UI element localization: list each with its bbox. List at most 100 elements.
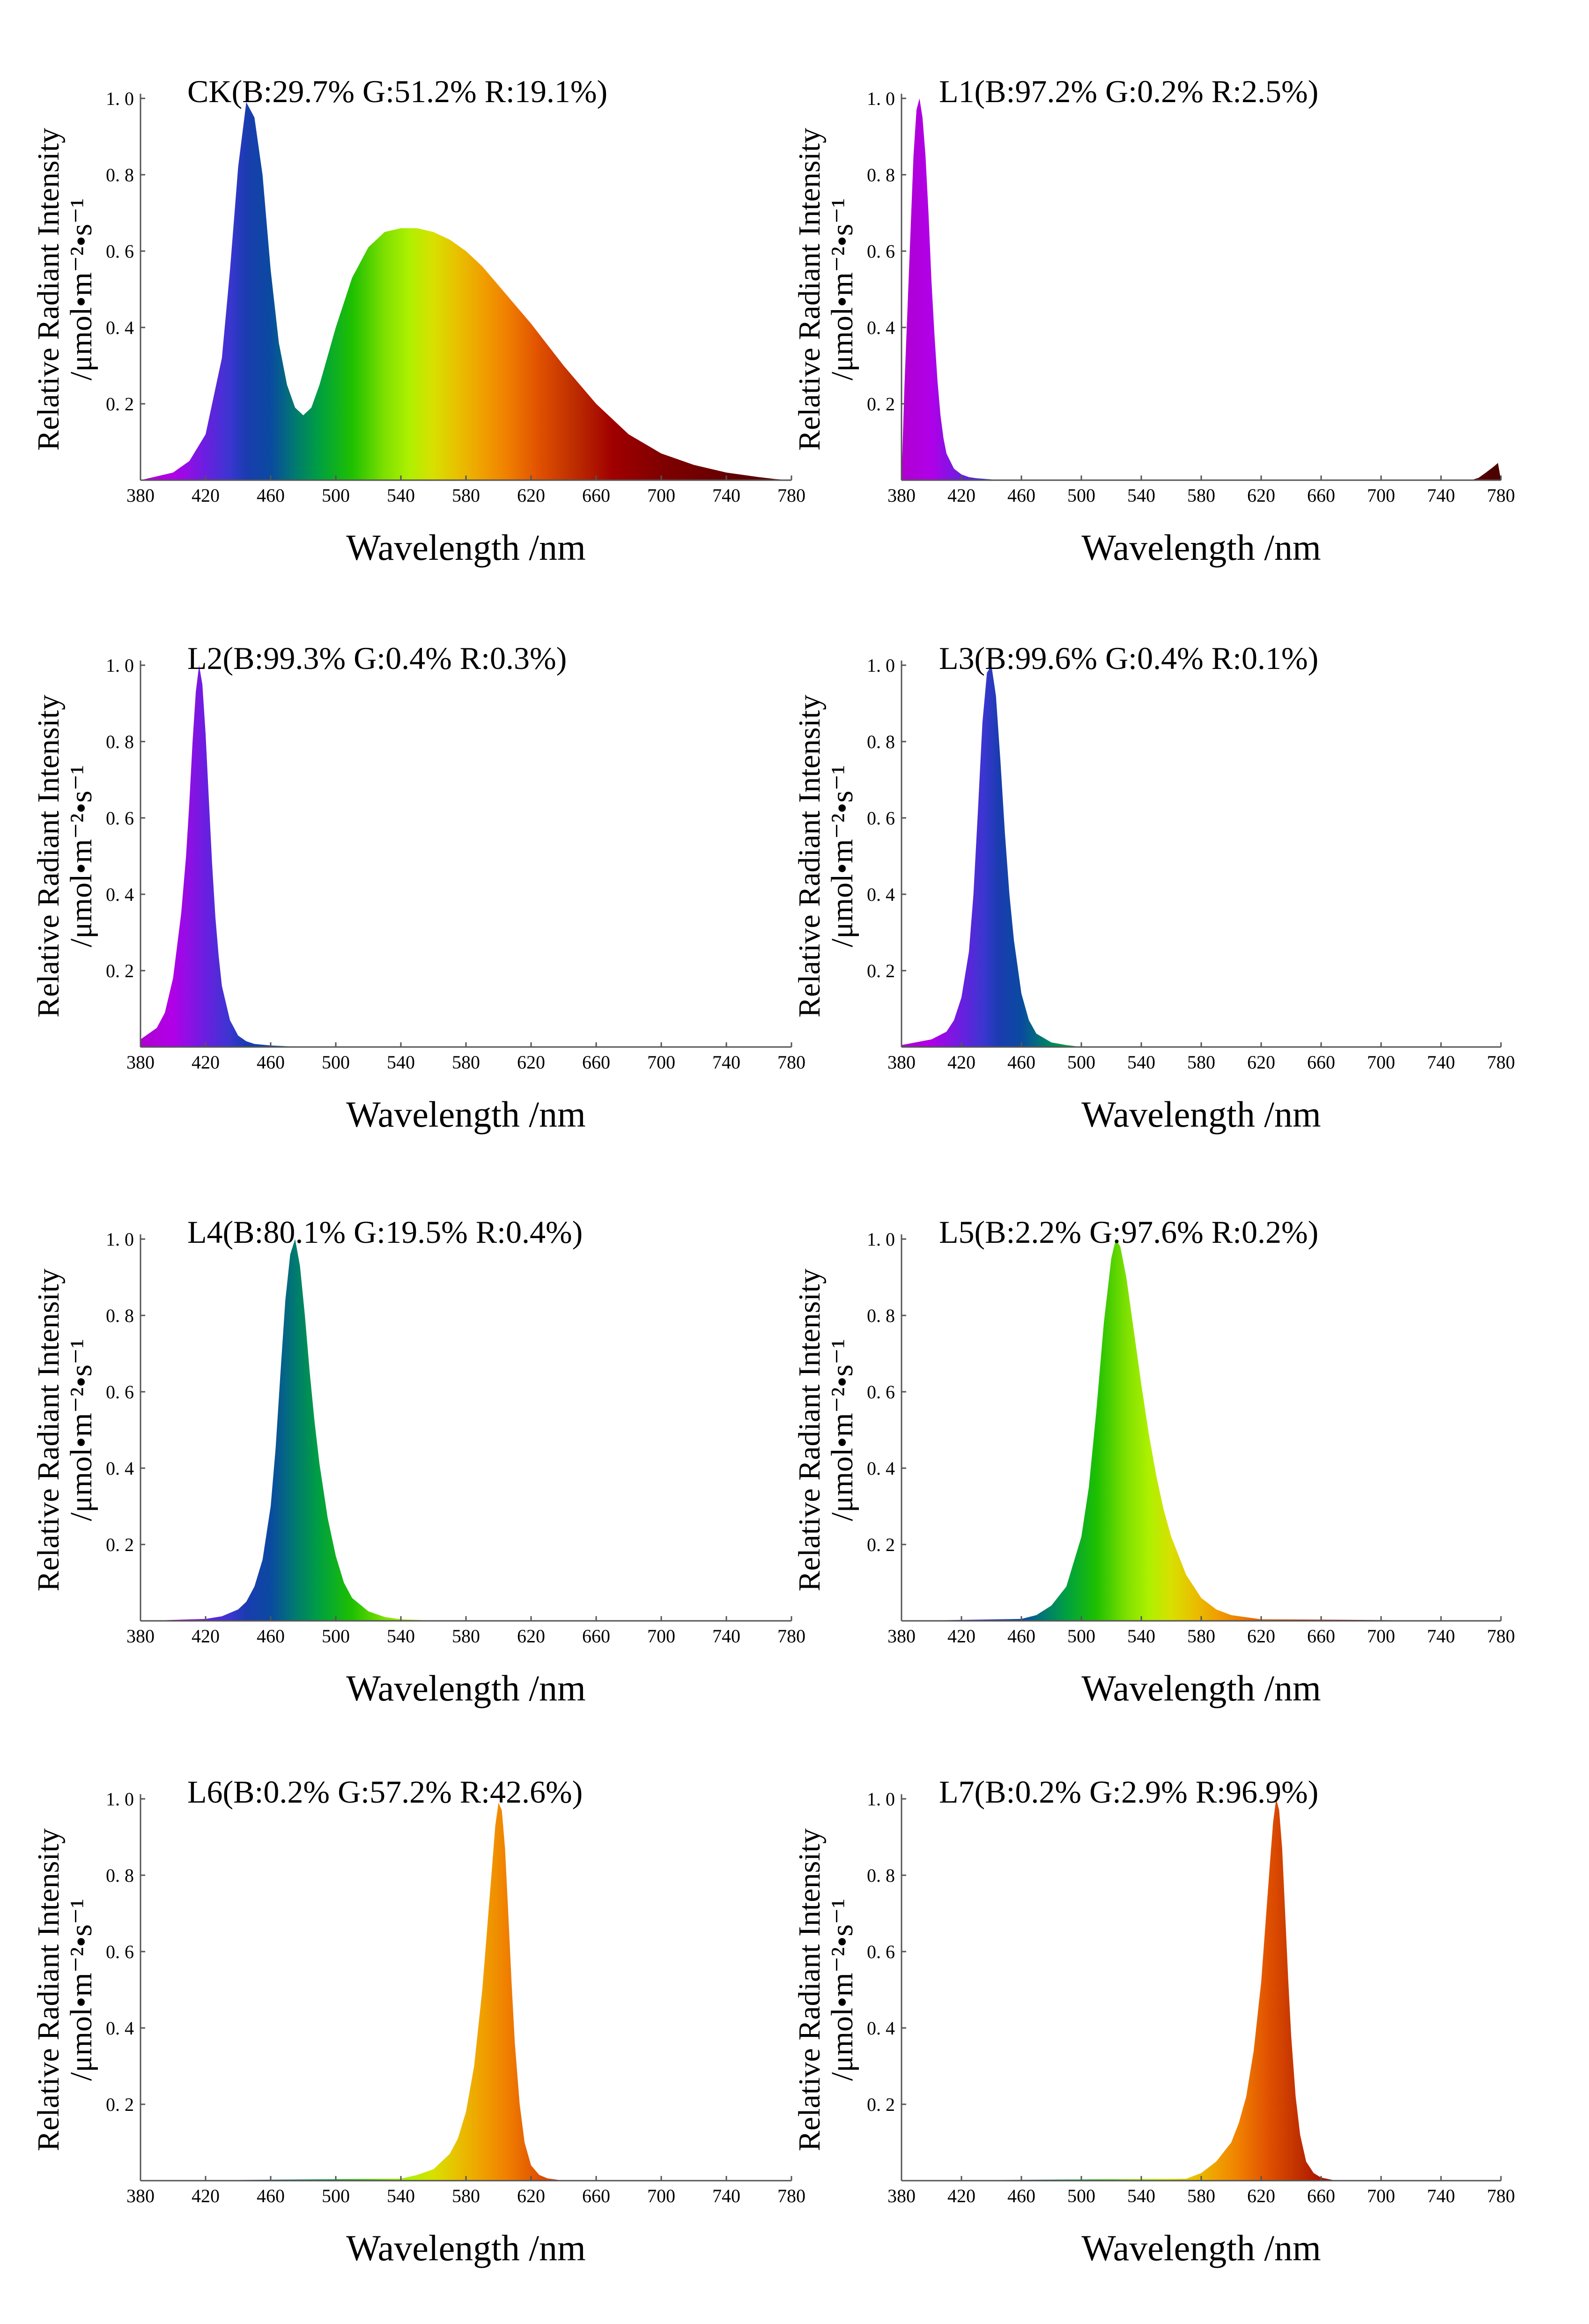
y-tick-label-L4-2: 0. 6	[106, 1381, 134, 1403]
x-tick-label-L4-700: 700	[647, 1626, 675, 1647]
y-tick-label-L3-2: 0. 6	[867, 808, 895, 829]
y-tick-label-L2-0: 0. 2	[106, 960, 134, 981]
chart-L6: 380 420 460 500 540 580 620 660 700 740 780 0. 2 0. …	[31, 1774, 806, 2268]
x-tick-label-L5-580: 580	[1187, 1626, 1215, 1647]
x-tick-label-L5-500: 500	[1067, 1626, 1095, 1647]
x-tick-label-L7-740: 740	[1427, 2185, 1455, 2206]
x-tick-label-L4-620: 620	[517, 1626, 545, 1647]
x-tick-label-L5-460: 460	[1007, 1626, 1035, 1647]
x-tick-label-L2-620: 620	[517, 1052, 545, 1073]
y-tick-label-L1-1: 0. 4	[867, 317, 895, 338]
chart-CK: 380 420 460 500 540 580 620 660 700 740 780 0. 2 0. …	[31, 74, 806, 568]
y-axis-title-L4: Relative Radiant Intensity	[31, 1269, 66, 1591]
x-tick-label-L2-580: 580	[452, 1052, 480, 1073]
x-tick-label-L1-700: 700	[1367, 485, 1395, 506]
x-tick-label-L6-380: 380	[126, 2185, 155, 2206]
spectrum-area-CK	[140, 102, 791, 481]
y-tick-label-L5-2: 0. 6	[867, 1381, 895, 1403]
x-tick-label-L6-540: 540	[387, 2185, 415, 2206]
y-tick-label-CK-1: 0. 4	[106, 317, 134, 338]
x-axis-title-L3: Wavelength /nm	[1081, 1094, 1321, 1135]
x-axis-title-L5: Wavelength /nm	[1081, 1668, 1321, 1708]
y-axis-title-L2: Relative Radiant Intensity	[31, 695, 66, 1017]
y-tick-label-L1-2: 0. 6	[867, 241, 895, 262]
y-tick-label-L7-2: 0. 6	[867, 1941, 895, 1962]
y-tick-label-CK-4: 1. 0	[106, 88, 134, 109]
y-axis-unit-L5: /μmol•m⁻²•s⁻¹	[825, 1339, 859, 1521]
x-tick-label-L2-780: 780	[777, 1052, 806, 1073]
y-tick-label-L7-0: 0. 2	[867, 2094, 895, 2115]
x-tick-label-L4-780: 780	[777, 1626, 806, 1647]
y-tick-label-L5-4: 1. 0	[867, 1229, 895, 1250]
y-axis-unit-L2: /μmol•m⁻²•s⁻¹	[64, 765, 98, 947]
spectrum-area-L4	[140, 1239, 791, 1621]
x-tick-label-L4-540: 540	[387, 1626, 415, 1647]
y-axis-title-L7: Relative Radiant Intensity	[792, 1828, 827, 2151]
x-tick-label-L4-500: 500	[322, 1626, 350, 1647]
x-tick-label-L7-700: 700	[1367, 2185, 1395, 2206]
x-tick-label-L1-460: 460	[1007, 485, 1035, 506]
x-tick-label-L2-460: 460	[257, 1052, 285, 1073]
x-tick-label-L3-420: 420	[947, 1052, 976, 1073]
y-axis-title-L3: Relative Radiant Intensity	[792, 695, 827, 1017]
x-tick-label-L6-660: 660	[582, 2185, 610, 2206]
x-tick-label-CK-580: 580	[452, 485, 480, 506]
x-axis-title-L7: Wavelength /nm	[1081, 2227, 1321, 2268]
x-axis-title-L6: Wavelength /nm	[346, 2227, 585, 2268]
x-tick-label-L1-740: 740	[1427, 485, 1455, 506]
y-tick-label-L6-2: 0. 6	[106, 1941, 134, 1962]
chart-L7: 380 420 460 500 540 580 620 660 700 740 780 0. 2 0. …	[792, 1774, 1515, 2268]
y-tick-label-L1-0: 0. 2	[867, 394, 895, 415]
x-tick-label-CK-700: 700	[647, 485, 675, 506]
chart-L2: 380 420 460 500 540 580 620 660 700 740 780 0. 2 0. …	[31, 640, 806, 1135]
y-tick-label-L4-1: 0. 4	[106, 1458, 134, 1479]
x-tick-label-L7-460: 460	[1007, 2185, 1035, 2206]
x-tick-label-L4-660: 660	[582, 1626, 610, 1647]
x-tick-label-L2-420: 420	[192, 1052, 220, 1073]
y-tick-label-L7-4: 1. 0	[867, 1789, 895, 1810]
y-tick-label-L6-4: 1. 0	[106, 1789, 134, 1810]
chart-L5: 380 420 460 500 540 580 620 660 700 740 780 0. 2 0. …	[792, 1214, 1515, 1708]
x-tick-label-L5-380: 380	[887, 1626, 916, 1647]
y-tick-label-L2-3: 0. 8	[106, 731, 134, 752]
chart-title-L7: L7(B:0.2% G:2.9% R:96.9%)	[939, 1774, 1318, 1810]
x-tick-label-CK-660: 660	[582, 485, 610, 506]
spectrum-area-L7	[902, 1799, 1501, 2181]
x-tick-label-L7-620: 620	[1247, 2185, 1275, 2206]
x-tick-label-L1-580: 580	[1187, 485, 1215, 506]
y-axis-unit-CK: /μmol•m⁻²•s⁻¹	[64, 198, 98, 380]
x-tick-label-L7-500: 500	[1067, 2185, 1095, 2206]
x-tick-label-L2-740: 740	[712, 1052, 740, 1073]
y-tick-label-CK-3: 0. 8	[106, 164, 134, 186]
x-tick-label-L7-580: 580	[1187, 2185, 1215, 2206]
x-tick-label-CK-620: 620	[517, 485, 545, 506]
spectrum-area-L2	[140, 665, 791, 1047]
y-tick-label-L1-3: 0. 8	[867, 164, 895, 186]
x-tick-label-L1-620: 620	[1247, 485, 1275, 506]
y-tick-label-L6-1: 0. 4	[106, 2018, 134, 2039]
y-axis-title-L5: Relative Radiant Intensity	[792, 1269, 827, 1591]
chart-L1: 380 420 460 500 540 580 620 660 700 740 780 0. 2 0. …	[792, 74, 1515, 568]
x-tick-label-CK-500: 500	[322, 485, 350, 506]
x-axis-title-L4: Wavelength /nm	[346, 1668, 585, 1708]
y-tick-label-CK-2: 0. 6	[106, 241, 134, 262]
y-axis-unit-L3: /μmol•m⁻²•s⁻¹	[825, 765, 859, 947]
x-tick-label-L5-420: 420	[947, 1626, 976, 1647]
x-tick-label-L5-740: 740	[1427, 1626, 1455, 1647]
y-tick-label-L3-1: 0. 4	[867, 884, 895, 905]
x-tick-label-L5-620: 620	[1247, 1626, 1275, 1647]
spectrum-area-L5	[902, 1239, 1501, 1621]
x-tick-label-L5-780: 780	[1487, 1626, 1515, 1647]
x-tick-label-CK-540: 540	[387, 485, 415, 506]
spectrum-area-L6	[140, 1803, 791, 2181]
x-tick-label-L4-460: 460	[257, 1626, 285, 1647]
y-tick-label-L4-4: 1. 0	[106, 1229, 134, 1250]
x-tick-label-CK-420: 420	[192, 485, 220, 506]
x-tick-label-L2-500: 500	[322, 1052, 350, 1073]
y-tick-label-L6-3: 0. 8	[106, 1865, 134, 1886]
x-tick-label-L4-740: 740	[712, 1626, 740, 1647]
x-tick-label-CK-460: 460	[257, 485, 285, 506]
chart-L4: 380 420 460 500 540 580 620 660 700 740 780 0. 2 0. …	[31, 1214, 806, 1708]
x-axis-title-L1: Wavelength /nm	[1081, 527, 1321, 568]
chart-title-CK: CK(B:29.7% G:51.2% R:19.1%)	[187, 74, 607, 109]
